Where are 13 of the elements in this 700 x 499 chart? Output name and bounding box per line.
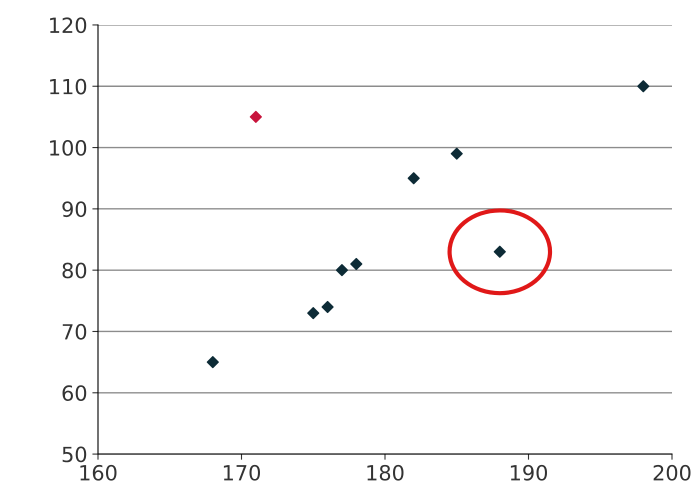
y-tick-label: 110	[50, 78, 86, 94]
y-tick-label: 90	[62, 201, 86, 218]
x-tick-label: 190	[510, 464, 547, 481]
x-tick-label: 180	[367, 464, 404, 481]
y-tick-label: 50	[62, 446, 86, 462]
y-tick-label: 80	[62, 262, 86, 278]
y-tick-label: 60	[62, 385, 86, 401]
x-tick-label: 160	[80, 464, 116, 481]
y-tick-label: 120	[50, 17, 86, 34]
y-tick-label: 70	[62, 324, 86, 340]
x-tick-label: 200	[654, 464, 690, 481]
y-tick-label: 100	[50, 140, 86, 156]
x-tick-label: 170	[224, 464, 260, 481]
